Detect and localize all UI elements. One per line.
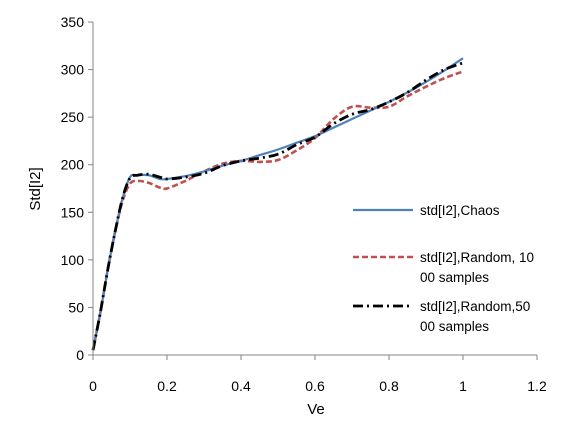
y-tick-label: 250 [61,109,85,125]
legend-item-chaos: std[I2],Chaos [353,203,500,218]
x-tick-label: 0.6 [305,378,325,394]
legend-item-random-1000: std[I2],Random, 10 00 samples [353,250,534,285]
legend-label: std[I2],Random, 10 [420,250,534,265]
x-tick-label: 0.8 [379,378,399,394]
x-tick-label: 1 [459,378,467,394]
x-tick-label: 0.2 [157,378,177,394]
y-axis-title: Std[I2] [27,167,44,210]
y-tick-label: 300 [61,62,85,78]
x-tick-label: 1.2 [527,378,547,394]
x-axis-title: Ve [307,401,325,418]
legend-label: 00 samples [420,270,489,285]
y-ticks: 0 50 100 150 200 250 300 350 [61,14,93,363]
y-tick-label: 50 [68,299,84,315]
legend-item-random-5000: std[I2],Random,50 00 samples [353,299,530,334]
y-tick-label: 200 [61,157,85,173]
y-tick-label: 100 [61,252,85,268]
series-random-5000-line [91,61,464,351]
y-tick-label: 150 [61,204,85,220]
x-tick-label: 0.4 [231,378,251,394]
plot-lines [91,57,464,351]
legend-label: std[I2],Chaos [420,203,500,218]
x-tick-label: 0 [89,378,97,394]
y-tick-label: 350 [61,14,85,30]
legend: std[I2],Chaos std[I2],Random, 10 00 sample… [353,203,534,334]
x-ticks: 0 0.2 0.4 0.6 0.8 1 1.2 [89,355,547,394]
legend-label: std[I2],Random,50 [420,299,530,314]
legend-label: 00 samples [420,319,489,334]
y-tick-label: 0 [76,347,84,363]
